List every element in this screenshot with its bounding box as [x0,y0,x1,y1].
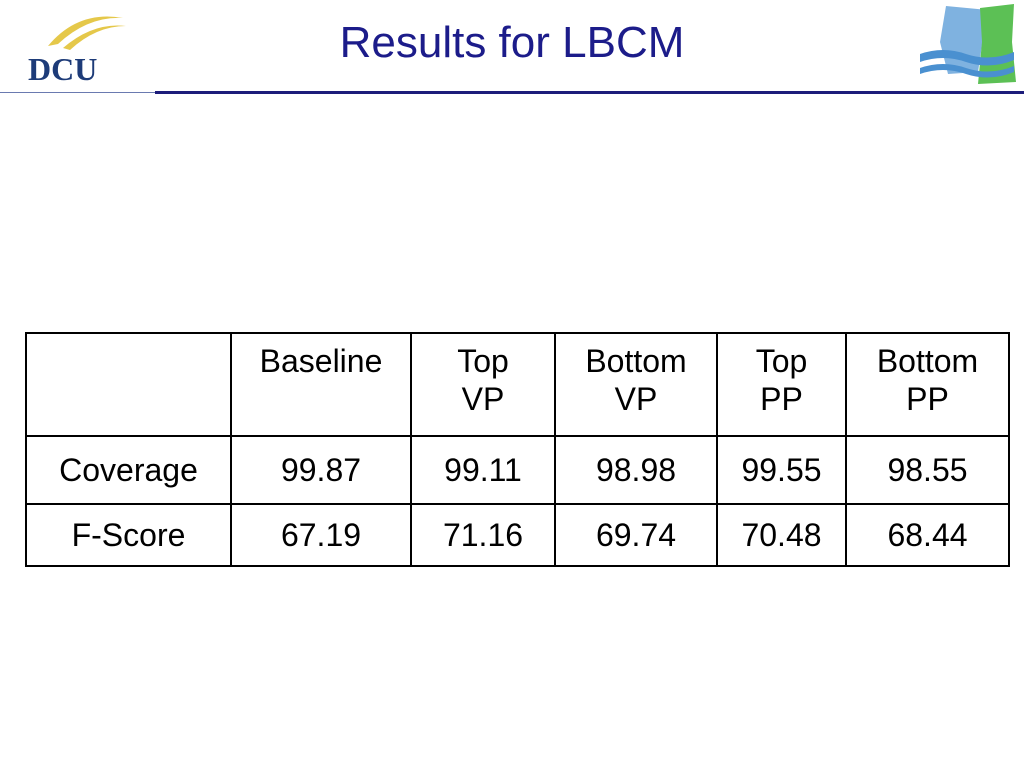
cell: 98.55 [845,435,1010,505]
column-header: Top PP [716,332,847,437]
header-text: VP [461,381,505,417]
header-row: Baseline Top VP Bottom VP Top PP Bottom PP [25,332,1010,437]
row-label: F-Score [25,503,232,567]
logo-text: DCU [28,51,97,87]
header-text: Top [755,343,808,379]
header-rule [0,92,155,93]
cell: 99.11 [410,435,556,505]
row-label: Coverage [25,435,232,505]
cell: 70.48 [716,503,847,567]
data-row: Coverage 99.87 99.11 98.98 99.55 98.55 [25,435,1010,505]
cell: 67.19 [230,503,412,567]
column-header: Bottom VP [554,332,718,437]
header-rule [155,91,1024,94]
header-text: Bottom [876,343,979,379]
column-header: Baseline [230,332,412,437]
corner-cell [25,332,232,437]
header-text: Bottom [585,343,687,379]
header-text: PP [760,381,803,417]
results-table: Baseline Top VP Bottom VP Top PP Bottom PP C… [25,332,1010,567]
cell: 68.44 [845,503,1010,567]
cell: 99.55 [716,435,847,505]
column-header: Bottom PP [845,332,1010,437]
cell: 98.98 [554,435,718,505]
cell: 99.87 [230,435,412,505]
column-header: Top VP [410,332,556,437]
header-text: PP [906,381,949,417]
dcu-logo: DCU [28,16,126,87]
title: Results for LBCM [339,18,685,67]
side-logo [920,4,1016,84]
header-text: VP [614,381,658,417]
data-row: F-Score 67.19 71.16 69.74 70.48 68.44 [25,503,1010,567]
cell: 71.16 [410,503,556,567]
cell: 69.74 [554,503,718,567]
header-text: Baseline [259,343,383,379]
header-text: Top [457,343,509,379]
